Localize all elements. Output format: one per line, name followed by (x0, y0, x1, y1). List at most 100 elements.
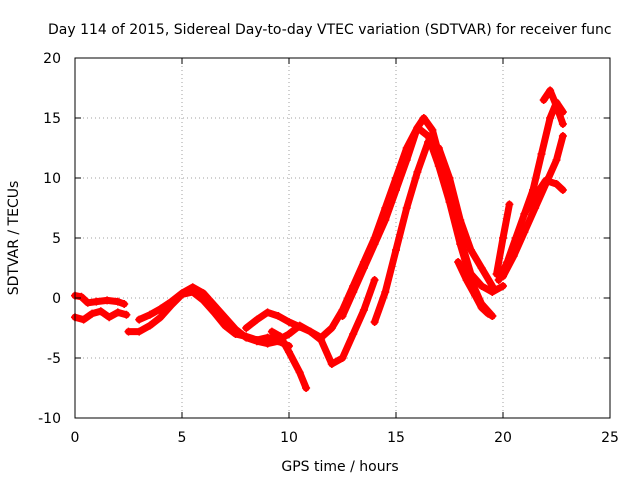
data-point (302, 384, 311, 392)
series-band (540, 86, 567, 128)
data-point (220, 321, 229, 330)
data-point (558, 132, 567, 140)
data-point (178, 289, 186, 298)
y-tick-label: 5 (52, 231, 61, 247)
data-point (381, 216, 390, 224)
data-point (488, 282, 497, 290)
data-point (231, 325, 240, 334)
y-tick-label: -10 (38, 411, 61, 427)
data-layer (71, 86, 567, 392)
data-point (295, 368, 304, 377)
y-tick-label: -5 (47, 351, 61, 367)
data-point (167, 297, 176, 306)
data-point (471, 291, 480, 300)
series-band (495, 98, 567, 284)
data-point (124, 327, 133, 336)
data-series (338, 114, 507, 320)
grid (75, 58, 610, 418)
data-point (103, 296, 112, 305)
data-point (252, 315, 261, 324)
y-tick-label: 15 (43, 111, 61, 127)
data-point (558, 186, 567, 194)
data-point (477, 264, 486, 272)
data-point (488, 312, 497, 320)
data-point (274, 336, 283, 344)
data-point (402, 156, 411, 164)
data-point (220, 313, 229, 322)
x-tick-label: 5 (178, 430, 187, 446)
data-point (105, 313, 114, 322)
y-tick-label: 10 (43, 171, 61, 187)
y-tick-label: 0 (52, 291, 61, 307)
data-series (71, 291, 129, 308)
data-point (494, 276, 503, 284)
data-point (546, 86, 555, 95)
data-point (267, 327, 276, 336)
data-point (317, 336, 326, 344)
data-series (520, 176, 567, 218)
data-point (83, 298, 92, 307)
data-point (419, 114, 428, 122)
data-point (327, 324, 336, 332)
data-point (428, 126, 437, 134)
y-axis-label: SDTVAR / TECUs (6, 181, 22, 296)
data-series (370, 138, 497, 326)
data-point (113, 297, 122, 306)
data-point (338, 354, 347, 362)
data-point (546, 114, 555, 122)
data-point (120, 300, 129, 308)
data-point (492, 270, 501, 278)
data-point (413, 123, 422, 132)
data-point (210, 301, 219, 310)
data-point (520, 210, 529, 218)
data-point (285, 330, 293, 338)
data-point (145, 321, 154, 330)
data-point (306, 327, 315, 336)
data-point (349, 288, 358, 296)
ticks: 0 5 10 15 20 25 -10 -5 0 5 10 15 20 (38, 51, 619, 446)
series-band (371, 138, 496, 326)
data-point (113, 308, 122, 317)
data-series (454, 258, 497, 320)
data-point (359, 306, 368, 314)
data-point (96, 307, 105, 316)
data-point (539, 96, 548, 104)
data-series (539, 86, 567, 128)
data-point (295, 321, 304, 330)
data-point (454, 258, 463, 266)
data-point (274, 312, 283, 320)
data-point (505, 200, 514, 209)
data-point (135, 315, 144, 324)
data-point (413, 168, 422, 176)
data-point (456, 216, 465, 224)
data-point (477, 303, 486, 312)
x-axis-label: GPS time / hours (281, 459, 398, 475)
data-point (122, 310, 131, 319)
data-point (88, 309, 97, 318)
data-point (145, 310, 154, 319)
data-series (71, 307, 131, 324)
data-point (392, 186, 400, 194)
data-point (558, 120, 567, 128)
data-point (531, 192, 540, 200)
data-point (445, 174, 454, 182)
data-point (79, 315, 88, 324)
data-point (285, 348, 293, 356)
data-point (77, 292, 86, 301)
data-point (477, 282, 486, 290)
data-point (381, 288, 390, 296)
data-series (274, 276, 379, 368)
data-point (370, 240, 379, 248)
data-point (338, 312, 347, 320)
x-tick-label: 10 (280, 430, 298, 446)
data-point (499, 234, 507, 242)
data-point (370, 276, 379, 284)
data-point (537, 150, 546, 158)
data-series (135, 283, 293, 350)
data-point (349, 330, 358, 338)
data-point (156, 313, 165, 322)
data-point (135, 327, 144, 336)
x-tick-label: 20 (494, 430, 512, 446)
data-point (484, 309, 492, 318)
